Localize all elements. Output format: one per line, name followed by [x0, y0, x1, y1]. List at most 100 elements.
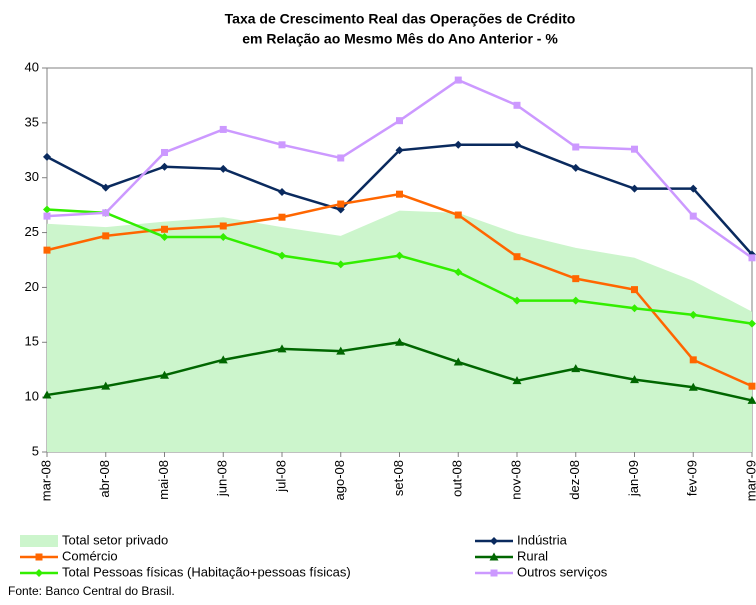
legend-item: Total setor privado: [20, 532, 168, 547]
marker: [631, 286, 638, 294]
marker: [101, 381, 111, 390]
legend-label: Comércio: [62, 548, 118, 563]
x-tick-label: ago-08: [332, 460, 347, 500]
y-tick-label: 5: [32, 443, 39, 458]
marker: [748, 382, 756, 390]
marker: [102, 209, 110, 217]
marker: [337, 200, 345, 208]
chart-title: em Relação ao Mesmo Mês do Ano Anterior …: [242, 31, 558, 47]
legend-label: Indústria: [517, 532, 568, 547]
marker: [42, 390, 52, 399]
y-tick-label: 10: [25, 389, 39, 404]
marker: [43, 152, 51, 161]
marker: [571, 364, 581, 373]
x-tick-label: fev-09: [685, 460, 700, 496]
x-tick-label: jan-09: [626, 460, 641, 497]
marker: [747, 395, 756, 404]
marker: [43, 246, 51, 254]
marker: [395, 146, 404, 155]
legend-label: Total Pessoas físicas (Habitação+pessoas…: [62, 564, 351, 579]
marker: [688, 382, 698, 391]
source-note: Fonte: Banco Central do Brasil.: [8, 584, 175, 598]
legend-marker: [490, 537, 498, 545]
chart-title: Taxa de Crescimento Real das Operações d…: [225, 11, 576, 27]
marker: [689, 356, 697, 364]
legend-marker: [35, 553, 43, 561]
marker: [102, 232, 110, 240]
marker: [278, 187, 286, 196]
x-tick-label: jun-08: [215, 460, 230, 497]
marker: [630, 184, 639, 193]
marker: [101, 183, 110, 192]
marker: [218, 355, 228, 364]
x-tick-label: dez-08: [567, 460, 582, 500]
marker: [630, 375, 639, 384]
marker: [748, 319, 756, 328]
legend-marker: [35, 569, 43, 577]
marker: [454, 140, 463, 149]
x-tick-label: mar-08: [38, 460, 53, 501]
y-tick-label: 30: [25, 169, 39, 184]
marker: [337, 154, 345, 162]
marker: [161, 225, 168, 233]
x-tick-label: jul-08: [273, 460, 288, 493]
marker: [219, 222, 227, 230]
legend-label: Rural: [517, 548, 548, 563]
legend-item: Indústria: [475, 532, 568, 547]
marker: [572, 143, 580, 151]
marker: [513, 101, 521, 109]
legend-swatch: [20, 535, 58, 547]
marker: [513, 253, 521, 261]
legend-marker: [490, 569, 498, 577]
marker: [748, 254, 756, 262]
y-tick-label: 40: [25, 59, 39, 74]
marker: [571, 163, 580, 172]
x-tick-label: abr-08: [97, 460, 112, 498]
legend-item: Total Pessoas físicas (Habitação+pessoas…: [20, 564, 351, 579]
legend-label: Total setor privado: [62, 532, 168, 547]
marker: [336, 346, 346, 355]
marker: [689, 184, 698, 193]
marker: [454, 268, 463, 277]
marker: [278, 213, 286, 221]
marker: [512, 376, 522, 385]
marker: [219, 164, 228, 173]
marker: [689, 212, 697, 220]
marker: [513, 140, 521, 149]
marker: [161, 148, 168, 156]
marker: [454, 211, 462, 219]
marker: [396, 117, 403, 125]
marker: [43, 205, 51, 214]
legend-label: Outros serviços: [517, 564, 608, 579]
marker: [630, 304, 639, 313]
marker: [396, 190, 403, 198]
y-tick-label: 25: [25, 224, 39, 239]
marker: [43, 212, 51, 220]
legend-item: Comércio: [20, 548, 118, 563]
y-tick-label: 20: [25, 279, 39, 294]
marker: [219, 125, 227, 133]
marker: [277, 344, 287, 353]
legend-marker: [489, 552, 499, 561]
x-tick-label: out-08: [450, 460, 465, 497]
marker: [454, 76, 462, 84]
marker: [513, 296, 521, 305]
marker: [572, 275, 580, 283]
legend-item: Rural: [475, 548, 548, 563]
marker: [571, 296, 580, 305]
y-tick-label: 15: [25, 334, 39, 349]
legend-item: Outros serviços: [475, 564, 608, 579]
marker: [160, 162, 169, 171]
marker: [631, 145, 638, 153]
marker: [453, 357, 463, 366]
x-tick-label: nov-08: [508, 460, 523, 500]
marker: [219, 232, 228, 241]
marker: [278, 141, 286, 149]
marker: [278, 251, 286, 260]
marker: [336, 260, 345, 269]
marker: [689, 310, 698, 319]
x-tick-label: mai-08: [156, 460, 171, 500]
marker: [160, 232, 169, 241]
marker: [395, 337, 404, 346]
